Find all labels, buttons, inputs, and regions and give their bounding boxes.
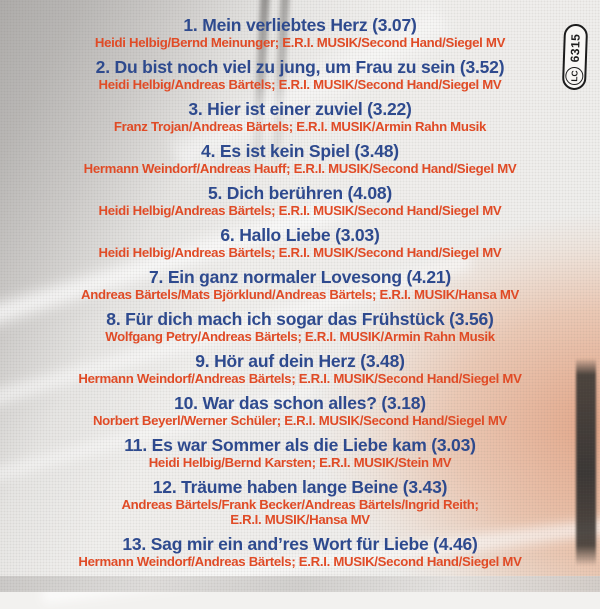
track-entry: 2. Du bist noch viel zu jung, um Frau zu… [12, 57, 588, 92]
track-list: 1. Mein verliebtes Herz (3.07) Heidi Helb… [12, 15, 588, 569]
track-credits-line: Andreas Bärtels/Frank Becker/Andreas Bär… [121, 497, 479, 512]
track-title: 11. Es war Sommer als die Liebe kam (3.0… [124, 435, 476, 455]
track-credits-line: Norbert Beyerl/Werner Schüler; E.R.I. MU… [92, 413, 508, 428]
track-title: 3. Hier ist einer zuviel (3.22) [188, 99, 412, 119]
track-credits-line: Heidi Helbig/Andreas Bärtels; E.R.I. MUS… [98, 203, 502, 218]
track-title: 12. Träume haben lange Beine (3.43) [152, 477, 448, 497]
label-code-number: 6315 [567, 33, 583, 63]
track-title: 6. Hallo Liebe (3.03) [220, 225, 380, 245]
track-credits-line: Heidi Helbig/Andreas Bärtels; E.R.I. MUS… [98, 77, 502, 92]
track-entry: 9. Hör auf dein Herz (3.48) Hermann Weind… [12, 351, 588, 386]
track-credits-line: E.R.I. MUSIK/Hansa MV [230, 512, 370, 527]
track-title: 13. Sag mir ein and’res Wort für Liebe (… [122, 534, 478, 554]
track-credits-line: Hermann Weindorf/Andreas Bärtels; E.R.I.… [78, 554, 522, 569]
track-entry: 3. Hier ist einer zuviel (3.22) Franz Tro… [12, 99, 588, 134]
lc-text: LC [569, 70, 580, 82]
track-entry: 8. Für dich mach ich sogar das Frühstück… [12, 309, 588, 344]
track-entry: 13. Sag mir ein and’res Wort für Liebe (… [12, 534, 588, 569]
track-credits-line: Wolfgang Petry/Andreas Bärtels; E.R.I. M… [105, 329, 495, 344]
lc-circle-icon: LC [565, 66, 584, 86]
track-title: 10. War das schon alles? (3.18) [174, 393, 426, 413]
track-title: 8. Für dich mach ich sogar das Frühstück… [106, 309, 494, 329]
track-credits-line: Hermann Weindorf/Andreas Bärtels; E.R.I.… [78, 371, 522, 386]
label-code-badge: LC 6315 [561, 23, 589, 91]
track-entry: 6. Hallo Liebe (3.03) Heidi Helbig/Andrea… [12, 225, 588, 260]
track-title: 5. Dich berühren (4.08) [207, 183, 393, 203]
background-bottom-band [0, 576, 600, 592]
track-entry: 7. Ein ganz normaler Lovesong (4.21) Andr… [12, 267, 588, 302]
track-entry: 11. Es war Sommer als die Liebe kam (3.0… [12, 435, 588, 470]
track-credits-line: Heidi Helbig/Andreas Bärtels; E.R.I. MUS… [98, 245, 502, 260]
track-entry: 1. Mein verliebtes Herz (3.07) Heidi Helb… [12, 15, 588, 50]
track-credits-line: Franz Trojan/Andreas Bärtels; E.R.I. MUS… [113, 119, 487, 134]
track-title: 9. Hör auf dein Herz (3.48) [195, 351, 405, 371]
track-entry: 12. Träume haben lange Beine (3.43) Andre… [12, 477, 588, 527]
track-entry: 10. War das schon alles? (3.18) Norbert B… [12, 393, 588, 428]
track-title: 2. Du bist noch viel zu jung, um Frau zu… [95, 57, 505, 77]
track-credits-line: Heidi Helbig/Bernd Karsten; E.R.I. MUSIK… [148, 455, 452, 470]
track-credits-line: Andreas Bärtels/Mats Björklund/Andreas B… [80, 287, 520, 302]
track-credits-line: Heidi Helbig/Bernd Meinunger; E.R.I. MUS… [94, 35, 506, 50]
track-credits-line: Hermann Weindorf/Andreas Hauff; E.R.I. M… [83, 161, 517, 176]
track-title: 7. Ein ganz normaler Lovesong (4.21) [148, 267, 452, 287]
track-title: 1. Mein verliebtes Herz (3.07) [183, 15, 417, 35]
track-title: 4. Es ist kein Spiel (3.48) [201, 141, 399, 161]
background-dark-strip [576, 358, 596, 566]
track-entry: 5. Dich berühren (4.08) Heidi Helbig/Andr… [12, 183, 588, 218]
track-entry: 4. Es ist kein Spiel (3.48) Hermann Weind… [12, 141, 588, 176]
